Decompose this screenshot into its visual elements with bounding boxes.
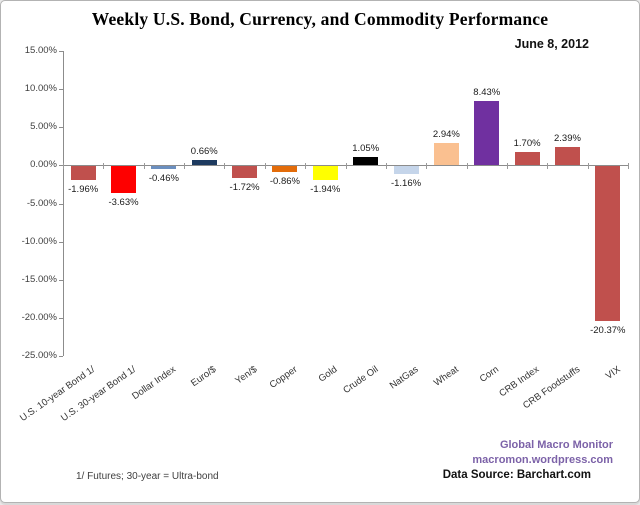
y-axis-tick-mark <box>59 165 63 167</box>
x-axis-tick-mark <box>385 163 387 170</box>
bar-value-label: 1.05% <box>352 143 380 155</box>
bar-value-label: -20.37% <box>590 324 626 336</box>
bar-8 <box>393 166 419 175</box>
category-label: U.S. 10-year Bond 1/ <box>18 364 98 424</box>
bar-value-label: -1.94% <box>310 184 341 196</box>
category-label: Euro/$ <box>189 364 219 390</box>
category-label: NatGas <box>387 364 421 392</box>
x-axis-tick-mark <box>587 163 589 170</box>
bar-11 <box>514 152 540 166</box>
y-axis-tick-label: 10.00% <box>24 83 57 95</box>
bar-value-label: -0.86% <box>269 175 300 187</box>
bar-5 <box>272 166 298 172</box>
category-label: Wheat <box>431 364 461 389</box>
y-axis-tick-mark <box>59 356 63 357</box>
x-axis-tick-mark <box>628 163 629 170</box>
category-label: U.S. 30-year Bond 1/ <box>58 364 138 424</box>
category-label: Yen/$ <box>232 364 259 387</box>
x-axis-tick-mark <box>103 163 105 170</box>
category-label: Crude Oil <box>340 364 380 397</box>
brand-name: Global Macro Monitor <box>499 439 613 451</box>
category-label: Copper <box>267 364 300 391</box>
bar-value-label: -1.16% <box>390 178 422 190</box>
x-axis-tick-mark <box>63 163 64 170</box>
bar-10 <box>474 101 500 166</box>
x-axis-tick-mark <box>264 163 266 170</box>
x-axis-tick-mark <box>345 163 347 170</box>
bar-0 <box>70 166 96 181</box>
category-label: Corn <box>477 364 502 385</box>
bar-6 <box>312 166 338 181</box>
y-axis-tick-label: -10.00% <box>21 235 57 247</box>
bar-value-label: 1.70% <box>513 138 541 150</box>
data-source: Data Source: Barchart.com <box>442 469 591 481</box>
bar-9 <box>433 142 459 166</box>
bar-value-label: 2.39% <box>553 133 581 145</box>
footnote: 1/ Futures; 30-year = Ultra-bond <box>76 471 219 482</box>
bar-value-label: -1.96% <box>68 184 99 196</box>
bar-12 <box>554 147 580 166</box>
x-axis-tick-mark <box>506 163 508 170</box>
y-axis-tick-label: -20.00% <box>21 311 57 323</box>
x-axis-tick-mark <box>143 163 145 170</box>
x-axis-tick-mark <box>466 163 468 170</box>
y-axis-line <box>63 51 64 356</box>
bar-value-label: 8.43% <box>473 87 501 99</box>
bar-2 <box>151 166 177 169</box>
bar-value-label: -1.72% <box>229 182 260 194</box>
bar-1 <box>111 166 137 194</box>
bar-3 <box>191 160 217 166</box>
y-axis-tick-label: 0.00% <box>30 159 57 171</box>
y-axis-tick-label: -5.00% <box>26 197 57 209</box>
bar-value-label: 0.66% <box>190 146 218 158</box>
y-axis-tick-mark <box>59 203 63 205</box>
brand-url: macromon.wordpress.com <box>472 453 613 466</box>
bar-value-label: 2.94% <box>432 128 460 140</box>
y-axis-tick-label: 5.00% <box>30 121 57 133</box>
y-axis-tick-label: -15.00% <box>21 273 57 285</box>
bar-value-label: -3.63% <box>108 197 139 209</box>
bar-value-label: -0.46% <box>148 172 179 184</box>
chart-date: June 8, 2012 <box>514 37 589 51</box>
x-axis-tick-mark <box>547 163 549 170</box>
y-axis-tick-label: -25.00% <box>21 350 57 361</box>
chart-title: Weekly U.S. Bond, Currency, and Commodit… <box>91 9 549 29</box>
bar-7 <box>353 157 379 166</box>
category-label: Dollar Index <box>130 364 179 403</box>
x-axis-tick-mark <box>426 163 428 170</box>
x-axis-tick-mark <box>184 163 186 170</box>
bar-4 <box>232 166 258 179</box>
y-axis-tick-mark <box>59 241 63 243</box>
y-axis-tick-mark <box>59 279 63 281</box>
bar-13 <box>595 166 621 321</box>
x-axis-tick-mark <box>224 163 226 170</box>
y-axis-tick-mark <box>59 317 63 319</box>
category-label: Gold <box>316 364 340 385</box>
category-label: VIX <box>603 364 623 382</box>
y-axis-tick-label: 15.00% <box>24 45 57 56</box>
y-axis-tick-mark <box>59 51 63 52</box>
y-axis-tick-mark <box>59 127 63 129</box>
brand-block: Global Macro Monitor macromon.wordpress.… <box>472 438 613 467</box>
y-axis-tick-mark <box>59 89 63 91</box>
x-axis-tick-mark <box>305 163 307 170</box>
